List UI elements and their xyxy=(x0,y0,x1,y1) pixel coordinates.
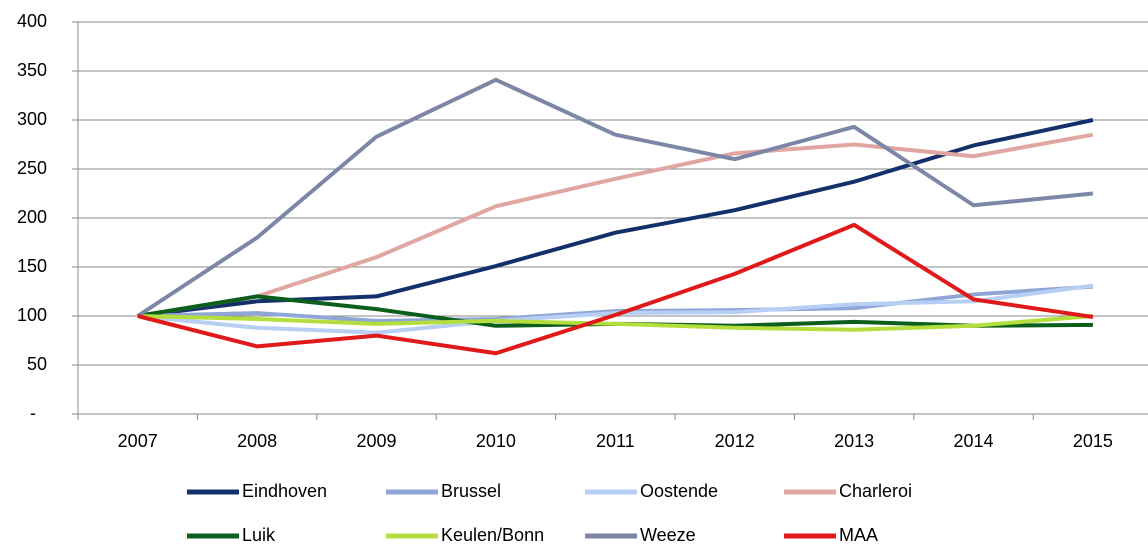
y-tick-label: 400 xyxy=(17,11,47,31)
x-tick-label: 2008 xyxy=(237,431,277,451)
x-tick-label: 2011 xyxy=(596,431,635,451)
legend-label: Charleroi xyxy=(839,481,912,501)
legend-label: Eindhoven xyxy=(242,481,327,501)
x-tick-label: 2009 xyxy=(356,431,396,451)
legend-label: Luik xyxy=(242,525,276,545)
y-tick-label: 150 xyxy=(17,256,47,276)
legend-label: Oostende xyxy=(640,481,718,501)
legend-label: MAA xyxy=(839,525,878,545)
x-tick-label: 2015 xyxy=(1073,431,1113,451)
y-tick-label: 350 xyxy=(17,60,47,80)
x-tick-label: 2007 xyxy=(118,431,158,451)
y-tick-label: 300 xyxy=(17,109,47,129)
y-tick-label: 100 xyxy=(17,305,47,325)
y-tick-label: 50 xyxy=(27,354,47,374)
y-tick-label: 250 xyxy=(17,158,47,178)
legend-label: Keulen/Bonn xyxy=(441,525,544,545)
series-line xyxy=(137,222,1094,356)
series-line xyxy=(137,314,1094,332)
y-tick-label: 200 xyxy=(17,207,47,227)
x-tick-label: 2014 xyxy=(953,431,993,451)
legend-label: Brussel xyxy=(441,481,501,501)
legend-label: Weeze xyxy=(640,525,696,545)
series-line xyxy=(137,132,1094,318)
series-line xyxy=(136,77,1094,318)
y-tick-label: - xyxy=(30,403,36,423)
x-tick-label: 2012 xyxy=(715,431,755,451)
x-tick-label: 2010 xyxy=(476,431,516,451)
x-tick-label: 2013 xyxy=(834,431,874,451)
